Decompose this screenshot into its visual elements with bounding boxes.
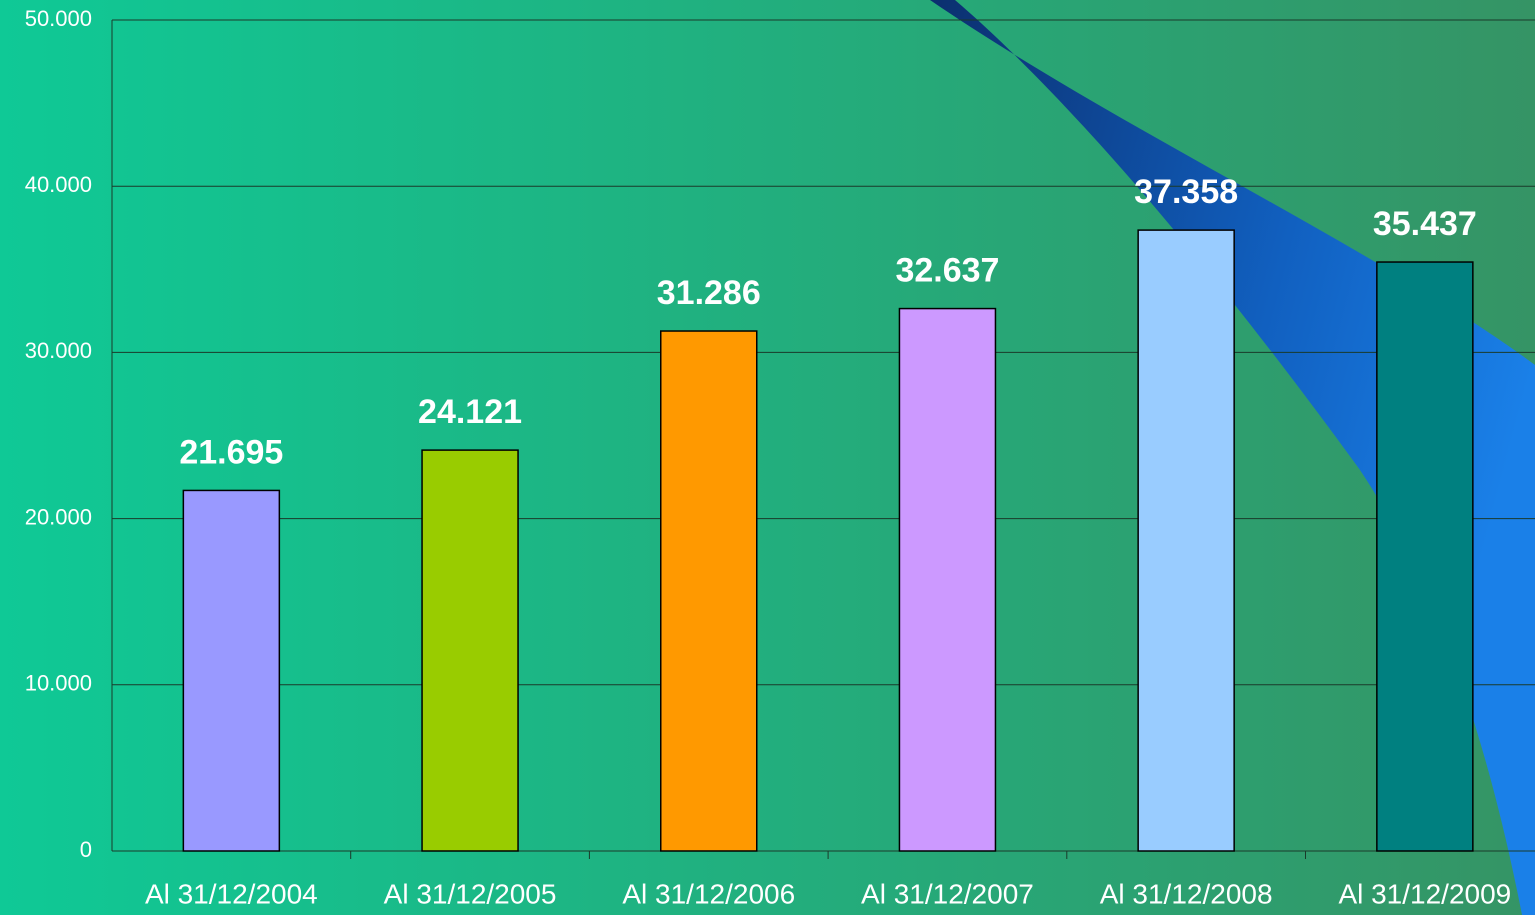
value-label: 31.286 xyxy=(657,274,761,312)
value-label: 37.358 xyxy=(1134,173,1238,211)
x-tick-label: Al 31/12/2006 xyxy=(622,878,795,909)
chart: 0 10.000 20.000 30.000 40.000 50.000 Al 31/12/… xyxy=(0,0,1535,915)
bar xyxy=(1377,262,1473,851)
y-tick-label: 30.000 xyxy=(25,338,92,363)
bar xyxy=(1138,230,1234,851)
x-tick-label: Al 31/12/2005 xyxy=(384,878,557,909)
bar xyxy=(899,309,995,851)
y-tick-label: 20.000 xyxy=(25,504,92,529)
x-tick-label: Al 31/12/2009 xyxy=(1338,878,1511,909)
x-tick-label: Al 31/12/2004 xyxy=(145,878,318,909)
value-label: 35.437 xyxy=(1373,205,1477,243)
y-tick-label: 40.000 xyxy=(25,172,92,197)
bar xyxy=(661,331,757,851)
value-label: 24.121 xyxy=(418,393,522,431)
bar xyxy=(183,490,279,851)
bar xyxy=(422,450,518,851)
y-tick-label: 50.000 xyxy=(25,6,92,31)
y-tick-label: 10.000 xyxy=(25,671,92,696)
value-label: 32.637 xyxy=(895,252,999,290)
page: 0 10.000 20.000 30.000 40.000 50.000 Al 31/12/… xyxy=(0,0,1535,915)
value-label: 21.695 xyxy=(179,433,283,471)
x-tick-label: Al 31/12/2008 xyxy=(1100,878,1273,909)
x-tick-label: Al 31/12/2007 xyxy=(861,878,1034,909)
y-tick-label: 0 xyxy=(80,837,92,862)
